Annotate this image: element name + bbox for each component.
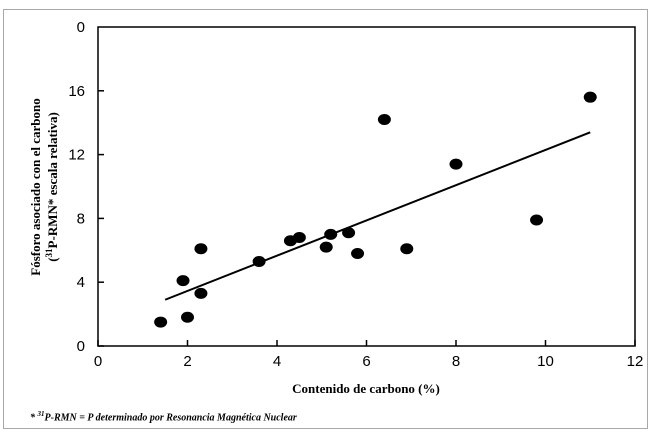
y-tick-label-top: 0 <box>77 19 85 36</box>
plot-area <box>97 26 636 347</box>
data-point <box>583 91 597 103</box>
footnote-text: P-RMN = P determinado por Resonancia Mag… <box>44 412 297 424</box>
data-point <box>194 243 208 255</box>
data-point <box>324 228 338 240</box>
x-axis-title: Contenido de carbono (%) <box>292 381 440 396</box>
y-tick-label: 8 <box>77 210 85 227</box>
data-point <box>176 275 190 287</box>
y-tick-label: 16 <box>68 83 85 100</box>
data-point <box>342 227 356 239</box>
footnote: * 31P-RMN = P determinado por Resonancia… <box>30 410 297 423</box>
y-axis-title-rest: P-RMN* escala relativa) <box>45 112 60 248</box>
data-point <box>351 247 365 259</box>
footnote-sup: 31 <box>37 410 45 418</box>
x-tick-label: 2 <box>183 353 191 370</box>
data-point <box>400 243 414 255</box>
y-axis-title-sup: 31 <box>44 248 54 258</box>
data-point <box>194 287 208 299</box>
trend-line <box>164 131 591 301</box>
x-tick-label: 6 <box>362 353 370 370</box>
y-axis-title: Fósforo asociado con el carbono (31P-RMN… <box>28 98 60 275</box>
data-point <box>319 241 333 253</box>
x-tick-label: 12 <box>627 353 644 370</box>
x-tick-label: 10 <box>537 353 554 370</box>
footnote-prefix: * <box>30 412 38 424</box>
x-axis: 0 2 4 6 8 10 12 <box>94 340 644 370</box>
x-tick-label: 4 <box>273 353 281 370</box>
data-point <box>181 311 194 323</box>
x-tick-label: 0 <box>94 353 102 370</box>
y-axis-title-line1: Fósforo asociado con el carbono <box>28 98 43 275</box>
y-axis-title-line2: (31P-RMN* escala relativa) <box>44 112 60 262</box>
y-tick-label: 0 <box>77 338 85 355</box>
data-point <box>252 255 266 267</box>
data-point <box>530 214 544 226</box>
data-point <box>154 316 168 328</box>
y-axis: 0 4 8 12 16 0 <box>68 19 104 355</box>
data-point <box>292 232 306 244</box>
x-tick-label: 8 <box>452 353 460 370</box>
y-axis-title-paren: ( <box>45 257 60 261</box>
data-point <box>449 158 463 170</box>
data-point <box>377 114 391 126</box>
data-points <box>154 91 597 328</box>
y-tick-label: 12 <box>68 147 85 164</box>
y-tick-label: 4 <box>77 274 85 291</box>
